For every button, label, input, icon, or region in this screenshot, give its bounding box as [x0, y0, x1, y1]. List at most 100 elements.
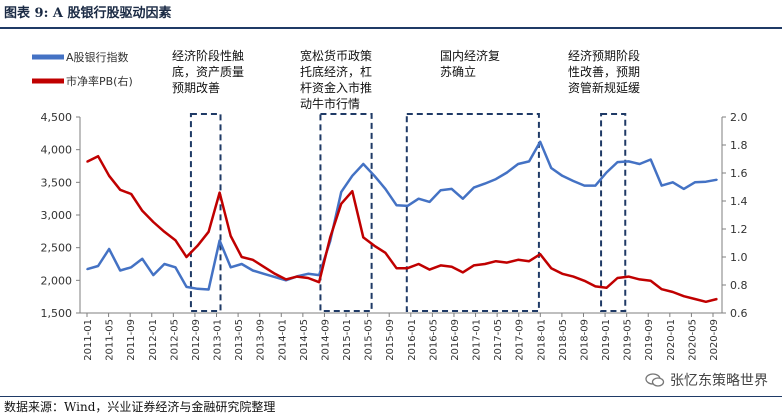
bank-index-point — [583, 184, 586, 187]
x-tick-label: 2017-01 — [472, 319, 483, 361]
y-right-tick-label: 1.2 — [730, 223, 748, 236]
pb-point — [263, 266, 265, 268]
x-tick-label: 2013-05 — [234, 319, 245, 361]
bank-index-point — [207, 288, 210, 291]
x-tick-label: 2020-01 — [666, 319, 677, 361]
highlight-labels: 经济阶段性触底，资产质量预期改善 宽松货币政策托底经济，杠杆资金入市推动牛市行情 国… — [172, 48, 640, 111]
bank-index-point — [484, 182, 486, 185]
y-right-tick-label: 0.6 — [730, 307, 748, 320]
pb-point — [285, 278, 287, 281]
x-tick-label: 2017-09 — [515, 319, 526, 361]
pb-point — [417, 263, 420, 265]
pb-point — [638, 278, 641, 281]
pb-point — [340, 203, 343, 205]
bank-index-point — [683, 188, 685, 190]
pb-point — [473, 264, 475, 267]
x-tick-label: 2014-05 — [299, 319, 310, 361]
pb-point — [461, 271, 464, 274]
x-tick-label: 2011-05 — [105, 319, 116, 361]
chart-title: 图表 9: A 股银行股驱动因素 — [4, 6, 172, 21]
pb-point — [627, 275, 630, 278]
pb-point — [373, 245, 376, 247]
plot-axes: 1,500 2,000 2,500 3,000 3,500 4,000 4,500 0.6 0.… — [41, 111, 748, 361]
pb-point — [185, 256, 188, 258]
bank-index-point — [539, 141, 541, 143]
x-tick-label: 2018-01 — [536, 319, 547, 361]
bank-index-point — [395, 204, 398, 206]
y-left-tick-label: 1,500 — [41, 307, 73, 320]
x-tick-label: 2012-05 — [169, 319, 180, 361]
pb-point — [572, 275, 575, 278]
y-left-tick-label: 4,000 — [41, 144, 73, 157]
bank-index-point — [660, 184, 663, 187]
pb-point — [683, 295, 685, 298]
pb-point — [705, 301, 707, 303]
y-right-tick-label: 0.8 — [730, 279, 748, 292]
pb-point — [163, 231, 166, 233]
pb-point — [583, 280, 586, 282]
bank-index-point — [550, 167, 553, 169]
y-right-tick-label: 1.8 — [730, 139, 748, 152]
x-tick-label: 2015-09 — [385, 319, 396, 361]
bank-index-point — [517, 163, 519, 165]
pb-point — [362, 236, 365, 239]
y-right-tick-label: 1.0 — [730, 251, 748, 264]
bank-index-point — [561, 175, 564, 177]
watermark-text: 张忆东策略世界 — [670, 373, 768, 389]
pb-point — [605, 287, 608, 289]
pb-point — [207, 231, 210, 233]
pb-point — [196, 245, 199, 247]
pb-point — [671, 291, 674, 293]
legend-label: 市净率PB(右) — [66, 74, 133, 88]
bank-index-point — [495, 178, 497, 180]
pb-point — [528, 260, 530, 262]
bank-index-point — [373, 175, 376, 177]
bank-index-point — [362, 163, 365, 165]
pb-point — [550, 267, 553, 269]
y-right-tick-label: 2.0 — [730, 111, 748, 124]
x-tick-label: 2012-01 — [148, 319, 159, 361]
bank-index-point — [119, 269, 121, 272]
y-left-tick-label: 2,500 — [41, 242, 73, 255]
bank-index-point — [716, 178, 718, 181]
x-tick-label: 2015-01 — [342, 319, 353, 361]
x-tick-label: 2019-05 — [623, 319, 634, 361]
pb-point — [329, 236, 331, 239]
pb-point — [450, 266, 453, 268]
watermark: 张忆东策略世界 — [645, 370, 768, 390]
bank-index-point — [251, 269, 254, 272]
x-tick-label: 2013-09 — [256, 319, 267, 361]
pb-point — [517, 259, 519, 261]
bank-index-point — [130, 266, 133, 269]
pb-point — [274, 273, 276, 275]
pb-point — [694, 298, 696, 300]
bank-index-point — [616, 161, 619, 163]
x-tick-label: 2011-01 — [83, 319, 94, 361]
bank-index-point — [218, 239, 221, 242]
highlight-label: 国内经济复苏确立 — [440, 48, 500, 79]
pb-point — [240, 256, 243, 258]
bank-index-point — [229, 266, 232, 269]
pb-line — [86, 154, 718, 304]
bank-index-point — [351, 175, 354, 177]
pb-point — [616, 277, 619, 279]
bank-index-point — [174, 266, 177, 269]
bank-index-point — [473, 186, 475, 189]
pb-point — [86, 161, 88, 163]
pb-point — [141, 210, 144, 212]
y-left-tick-label: 2,000 — [41, 274, 73, 287]
pb-point — [351, 190, 354, 192]
highlight-box — [600, 113, 627, 312]
pb-point — [119, 189, 121, 191]
bank-index-point — [439, 189, 442, 191]
y-right-tick-label: 1.6 — [730, 167, 748, 180]
pb-point — [318, 281, 320, 283]
bank-index-line — [86, 140, 718, 291]
pb-point — [395, 267, 398, 269]
x-tick-label: 2019-01 — [601, 319, 612, 361]
highlight-boxes — [189, 113, 627, 312]
bank-index-point — [307, 273, 309, 275]
x-tick-label: 2011-09 — [126, 319, 137, 361]
x-tick-label: 2015-05 — [364, 319, 375, 361]
